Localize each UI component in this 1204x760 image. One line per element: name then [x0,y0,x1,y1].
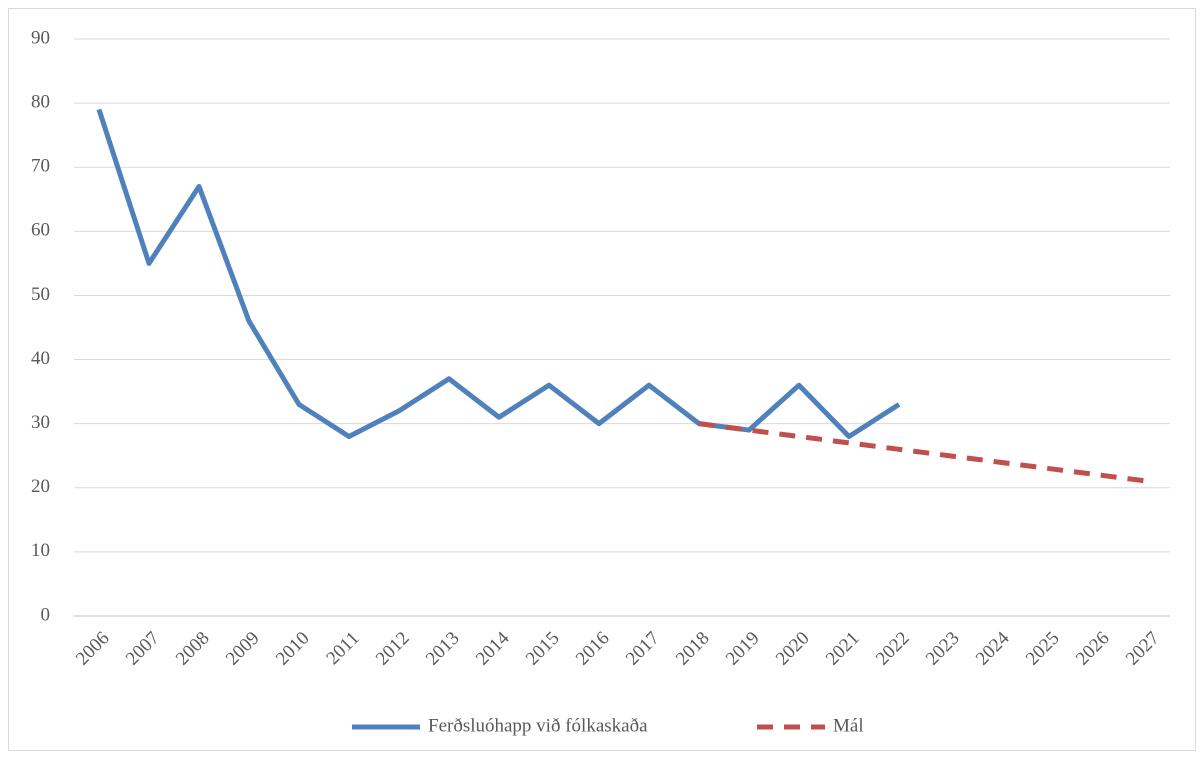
x-tick-label: 2008 [172,628,214,670]
x-tick-label: 2022 [872,628,914,670]
x-tick-label: 2018 [672,628,714,670]
x-tick-label: 2025 [1022,628,1064,670]
chart-border [8,8,1196,751]
x-tick-label: 2006 [72,628,114,670]
x-tick-label: 2016 [572,628,614,670]
x-tick-label: 2023 [922,628,964,670]
series-line [698,421,1150,484]
x-tick-label: 2017 [622,628,664,670]
legend-label: Ferðsluóhapp við fólkaskaða [428,715,648,736]
x-tick-label: 2021 [822,628,864,670]
y-tick-label: 50 [31,284,50,305]
x-tick-label: 2020 [772,628,814,670]
legend-label: Mál [833,715,864,736]
x-tick-label: 2011 [322,628,363,669]
x-tick-label: 2007 [122,628,164,670]
y-tick-label: 60 [31,220,50,241]
y-tick-label: 80 [31,91,50,112]
y-tick-label: 90 [31,27,50,48]
x-tick-label: 2027 [1122,628,1164,670]
x-tick-label: 2024 [972,627,1014,669]
x-tick-label: 2009 [222,628,264,670]
y-tick-label: 0 [41,604,51,625]
y-tick-label: 70 [31,156,50,177]
x-tick-label: 2012 [372,628,414,670]
y-tick-label: 10 [31,540,50,561]
series-line [96,108,901,439]
y-tick-label: 20 [31,476,50,497]
x-tick-label: 2013 [422,628,464,670]
x-tick-label: 2019 [722,628,764,670]
y-tick-label: 30 [31,412,50,433]
y-tick-label: 40 [31,348,50,369]
x-tick-label: 2015 [522,628,564,670]
x-tick-label: 2014 [472,627,514,669]
x-tick-label: 2010 [272,628,314,670]
x-tick-label: 2026 [1072,628,1114,670]
